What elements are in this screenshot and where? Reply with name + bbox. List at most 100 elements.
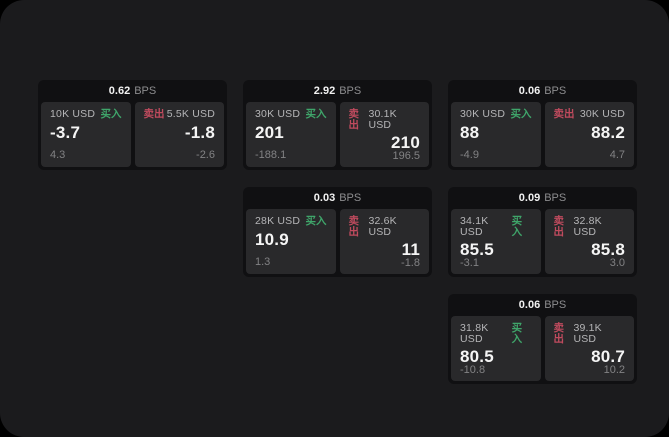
- sell-amount: 39.1K USD: [573, 322, 602, 345]
- buy-quote-tile[interactable]: 28K USD 买入 10.9 1.3: [246, 209, 336, 274]
- sell-tile-header: 卖出 5.5K USD: [144, 109, 216, 120]
- sell-price: 210: [391, 133, 420, 152]
- buy-side-label: 买入: [305, 108, 327, 120]
- card-header: 0.06 BPS: [451, 80, 634, 102]
- sell-side-label: 卖出: [553, 215, 565, 238]
- buy-delta: -3.1: [460, 257, 479, 269]
- buy-side-label: 买入: [510, 108, 532, 120]
- sell-amount: 5.5K USD: [166, 108, 215, 120]
- sell-delta: -2.6: [196, 149, 215, 161]
- sell-amount: 30K USD: [579, 108, 625, 120]
- sell-side-label: 卖出: [553, 108, 575, 120]
- sell-quote-tile[interactable]: 卖出 32.6K USD 11 -1.8: [339, 209, 429, 274]
- bps-unit-label: BPS: [544, 191, 567, 204]
- buy-side-label: 买入: [511, 322, 523, 345]
- buy-price: -3.7: [50, 122, 81, 142]
- quote-card: 0.09 BPS 34.1K USD 买入 85.5 -3.1 卖出 32.8K…: [448, 187, 637, 277]
- quote-card: 0.06 BPS 30K USD 买入 88 -4.9 卖出 30K USD 8…: [448, 80, 637, 170]
- sell-tile-header: 卖出 30K USD: [554, 109, 626, 120]
- buy-delta: 1.3: [255, 256, 271, 268]
- sell-quote-tile[interactable]: 卖出 39.1K USD 80.7 10.2: [544, 316, 634, 381]
- quote-panels: 10K USD 买入 -3.7 4.3 卖出 5.5K USD -1.8 -2.…: [41, 102, 224, 167]
- buy-delta: -10.8: [460, 364, 486, 376]
- sell-quote-tile[interactable]: 卖出 30K USD 88.2 4.7: [544, 102, 634, 167]
- buy-quote-tile[interactable]: 30K USD 买入 201 -188.1: [246, 102, 336, 167]
- sell-quote-tile[interactable]: 卖出 32.8K USD 85.8 3.0: [544, 209, 634, 274]
- sell-amount: 30.1K USD: [368, 108, 397, 131]
- buy-delta: -4.9: [460, 149, 479, 161]
- bps-unit-label: BPS: [134, 84, 157, 97]
- quote-card: 2.92 BPS 30K USD 买入 201 -188.1 卖出 30.1K …: [243, 80, 432, 170]
- quote-panels: 28K USD 买入 10.9 1.3 卖出 32.6K USD 11 -1.8: [246, 209, 429, 274]
- bps-value: 2.92: [313, 84, 336, 97]
- bps-value: 0.06: [518, 298, 541, 311]
- buy-side-label: 买入: [305, 215, 327, 227]
- buy-tile-header: 10K USD 买入: [50, 109, 122, 120]
- buy-quote-tile[interactable]: 10K USD 买入 -3.7 4.3: [41, 102, 131, 167]
- card-header: 2.92 BPS: [246, 80, 429, 102]
- buy-tile-header: 30K USD 买入: [255, 109, 327, 120]
- buy-delta: -188.1: [255, 149, 287, 161]
- sell-side-label: 卖出: [143, 108, 165, 120]
- bps-value: 0.09: [518, 191, 541, 204]
- sell-quote-tile[interactable]: 卖出 30.1K USD 210 196.5: [339, 102, 429, 167]
- buy-price: 88: [460, 122, 480, 142]
- quote-card: 0.06 BPS 31.8K USD 买入 80.5 -10.8 卖出 39.1…: [448, 294, 637, 384]
- bps-value: 0.62: [108, 84, 131, 97]
- quote-panels: 34.1K USD 买入 85.5 -3.1 卖出 32.8K USD 85.8…: [451, 209, 634, 274]
- buy-amount: 31.8K USD: [460, 322, 489, 345]
- sell-quote-tile[interactable]: 卖出 5.5K USD -1.8 -2.6: [134, 102, 224, 167]
- sell-price: 80.7: [591, 347, 625, 366]
- sell-tile-header: 卖出 30.1K USD: [349, 109, 421, 130]
- bps-unit-label: BPS: [544, 298, 567, 311]
- buy-tile-header: 34.1K USD 买入: [460, 216, 532, 237]
- buy-amount: 30K USD: [255, 108, 301, 120]
- sell-delta: 196.5: [392, 150, 420, 162]
- buy-quote-tile[interactable]: 31.8K USD 买入 80.5 -10.8: [451, 316, 541, 381]
- quote-panels: 30K USD 买入 88 -4.9 卖出 30K USD 88.2 4.7: [451, 102, 634, 167]
- quote-card: 0.03 BPS 28K USD 买入 10.9 1.3 卖出 32.6K US…: [243, 187, 432, 277]
- sell-delta: 3.0: [609, 257, 625, 269]
- quote-panels: 31.8K USD 买入 80.5 -10.8 卖出 39.1K USD 80.…: [451, 316, 634, 381]
- buy-amount: 10K USD: [50, 108, 96, 120]
- sell-delta: 4.7: [609, 149, 625, 161]
- sell-price: 88.2: [591, 122, 625, 142]
- bps-unit-label: BPS: [339, 84, 362, 97]
- card-header: 0.09 BPS: [451, 187, 634, 209]
- sell-side-label: 卖出: [553, 322, 565, 345]
- buy-price: 10.9: [255, 229, 289, 249]
- buy-quote-tile[interactable]: 34.1K USD 买入 85.5 -3.1: [451, 209, 541, 274]
- buy-amount: 30K USD: [460, 108, 506, 120]
- bps-value: 0.06: [518, 84, 541, 97]
- sell-price: -1.8: [184, 122, 215, 142]
- bps-value: 0.03: [313, 191, 336, 204]
- sell-tile-header: 卖出 32.8K USD: [554, 216, 626, 237]
- buy-price: 80.5: [460, 347, 494, 366]
- quote-grid: 0.62 BPS 10K USD 买入 -3.7 4.3 卖出 5.5K USD…: [38, 80, 637, 384]
- sell-side-label: 卖出: [348, 215, 360, 238]
- sell-price: 85.8: [591, 240, 625, 259]
- buy-tile-header: 28K USD 买入: [255, 216, 327, 227]
- quote-card: 0.62 BPS 10K USD 买入 -3.7 4.3 卖出 5.5K USD…: [38, 80, 227, 170]
- buy-price: 85.5: [460, 240, 494, 259]
- buy-tile-header: 30K USD 买入: [460, 109, 532, 120]
- buy-amount: 34.1K USD: [460, 215, 489, 238]
- bps-unit-label: BPS: [544, 84, 567, 97]
- buy-side-label: 买入: [511, 215, 523, 238]
- sell-amount: 32.6K USD: [368, 215, 397, 238]
- buy-delta: 4.3: [50, 149, 66, 161]
- sell-price: 11: [401, 240, 420, 259]
- sell-amount: 32.8K USD: [573, 215, 602, 238]
- buy-quote-tile[interactable]: 30K USD 买入 88 -4.9: [451, 102, 541, 167]
- card-header: 0.03 BPS: [246, 187, 429, 209]
- card-header: 0.62 BPS: [41, 80, 224, 102]
- sell-side-label: 卖出: [348, 108, 360, 131]
- buy-amount: 28K USD: [255, 215, 301, 227]
- sell-delta: 10.2: [603, 364, 625, 376]
- card-header: 0.06 BPS: [451, 294, 634, 316]
- buy-side-label: 买入: [100, 108, 122, 120]
- buy-tile-header: 31.8K USD 买入: [460, 323, 532, 344]
- quote-panels: 30K USD 买入 201 -188.1 卖出 30.1K USD 210 1…: [246, 102, 429, 167]
